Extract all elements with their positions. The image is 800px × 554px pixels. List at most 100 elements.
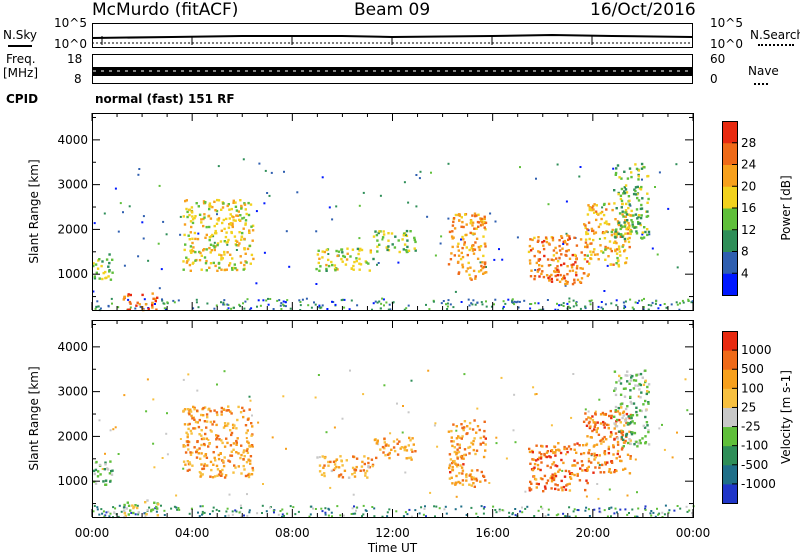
- power-echo-cell: [182, 260, 185, 263]
- power-echo-cell: [127, 293, 130, 296]
- velocity-noise-cell: [434, 515, 436, 518]
- velocity-echo-cell: [242, 450, 246, 453]
- power-echo-cell: [606, 222, 609, 226]
- velocity-echo-cell: [323, 464, 326, 467]
- velocity-echo-cell: [532, 458, 535, 461]
- velocity-echo-cell: [104, 483, 108, 486]
- power-noise-cell: [445, 303, 447, 306]
- velocity-noise-cell: [292, 506, 295, 509]
- velocity-echo-cell: [647, 383, 651, 386]
- power-noise-cell: [215, 304, 218, 307]
- velocity-echo-cell: [543, 474, 547, 478]
- velocity-echo-cell: [616, 443, 620, 446]
- velocity-echo-cell: [322, 466, 325, 469]
- power-echo-cell: [478, 248, 481, 252]
- power-echo-cell: [447, 263, 451, 266]
- power-echo-cell: [603, 231, 606, 235]
- velocity-speckle: [626, 494, 629, 497]
- power-echo-cell: [372, 257, 375, 261]
- velocity-colorbar-swatch: [722, 426, 737, 447]
- velocity-echo-cell: [589, 417, 592, 420]
- power-speckle: [493, 258, 496, 261]
- power-noise-cell: [560, 303, 563, 306]
- velocity-speckle: [271, 436, 274, 439]
- power-noise-cell: [575, 301, 578, 304]
- power-echo-cell: [126, 294, 130, 298]
- velocity-echo-cell: [545, 482, 548, 485]
- power-noise-cell: [95, 306, 98, 309]
- velocity-echo-cell: [614, 409, 617, 412]
- power-speckle: [142, 237, 145, 240]
- velocity-echo-cell: [625, 412, 629, 416]
- power-echo-cell: [587, 273, 590, 276]
- power-echo-cell: [458, 219, 461, 222]
- velocity-echo-cell: [186, 408, 190, 411]
- power-echo-cell: [355, 257, 358, 260]
- nsky-panel: [92, 23, 693, 48]
- power-noise-cell: [663, 303, 666, 305]
- velocity-speckle: [317, 374, 320, 376]
- velocity-echo-cell: [450, 436, 453, 439]
- power-noise-cell: [117, 306, 120, 309]
- velocity-echo-cell: [223, 476, 227, 479]
- power-echo-cell: [476, 220, 480, 224]
- power-echo-cell: [573, 236, 576, 239]
- power-echo-cell: [641, 231, 644, 234]
- velocity-echo-cell: [390, 448, 393, 451]
- power-echo-cell: [223, 253, 226, 256]
- power-noise-cell: [631, 306, 634, 309]
- power-noise-cell: [242, 302, 244, 305]
- power-speckle: [179, 215, 182, 218]
- velocity-noise-cell: [248, 509, 251, 512]
- power-noise-cell: [244, 300, 247, 303]
- velocity-echo-cell: [585, 442, 589, 445]
- velocity-speckle: [433, 424, 436, 427]
- velocity-echo-cell: [185, 431, 188, 434]
- velocity-echo-cell: [451, 465, 454, 469]
- velocity-echo-cell: [647, 430, 650, 434]
- velocity-noise-cell: [685, 505, 688, 508]
- power-echo-cell: [615, 167, 618, 170]
- velocity-echo-cell: [361, 460, 364, 464]
- velocity-echo-cell: [104, 461, 107, 464]
- velocity-echo-cell: [621, 431, 625, 434]
- velocity-speckle: [109, 429, 112, 432]
- velocity-noise-cell: [297, 510, 300, 513]
- power-noise-cell: [537, 302, 540, 305]
- velocity-echo-cell: [457, 480, 460, 484]
- velocity-noise-cell: [526, 505, 529, 508]
- velocity-echo-cell: [236, 437, 239, 440]
- power-echo-cell: [151, 301, 154, 305]
- power-echo-cell: [560, 236, 564, 239]
- velocity-echo-cell: [607, 445, 611, 449]
- velocity-echo-cell: [398, 440, 401, 443]
- power-echo-cell: [619, 235, 622, 238]
- velocity-noise-cell: [624, 508, 627, 511]
- power-echo-cell: [621, 245, 624, 248]
- nsearch-dots: [758, 44, 794, 46]
- power-noise-cell: [504, 302, 507, 305]
- velocity-echo-cell: [586, 481, 589, 485]
- velocity-noise-cell: [460, 505, 463, 508]
- velocity-echo-cell: [201, 467, 204, 471]
- velocity-echo-cell: [569, 477, 573, 480]
- velocity-echo-cell: [387, 444, 390, 447]
- power-echo-cell: [568, 237, 571, 240]
- nsearch-tick-bottom: 10^0: [710, 37, 743, 51]
- power-echo-cell: [573, 253, 576, 257]
- power-echo-cell: [587, 204, 590, 207]
- velocity-echo-cell: [623, 395, 627, 398]
- velocity-echo-cell: [536, 463, 540, 467]
- power-echo-cell: [241, 217, 244, 220]
- velocity-echo-cell: [614, 393, 618, 397]
- power-echo-cell: [154, 299, 157, 303]
- velocity-colorbar-label: 1000: [741, 343, 772, 357]
- velocity-echo-cell: [483, 429, 486, 433]
- velocity-speckle: [383, 384, 386, 387]
- velocity-noise-cell: [691, 512, 693, 515]
- velocity-noise-cell: [492, 505, 495, 508]
- velocity-echo-cell: [396, 442, 399, 445]
- velocity-noise-cell: [373, 507, 376, 510]
- velocity-echo-cell: [323, 474, 326, 478]
- velocity-echo-cell: [533, 466, 536, 469]
